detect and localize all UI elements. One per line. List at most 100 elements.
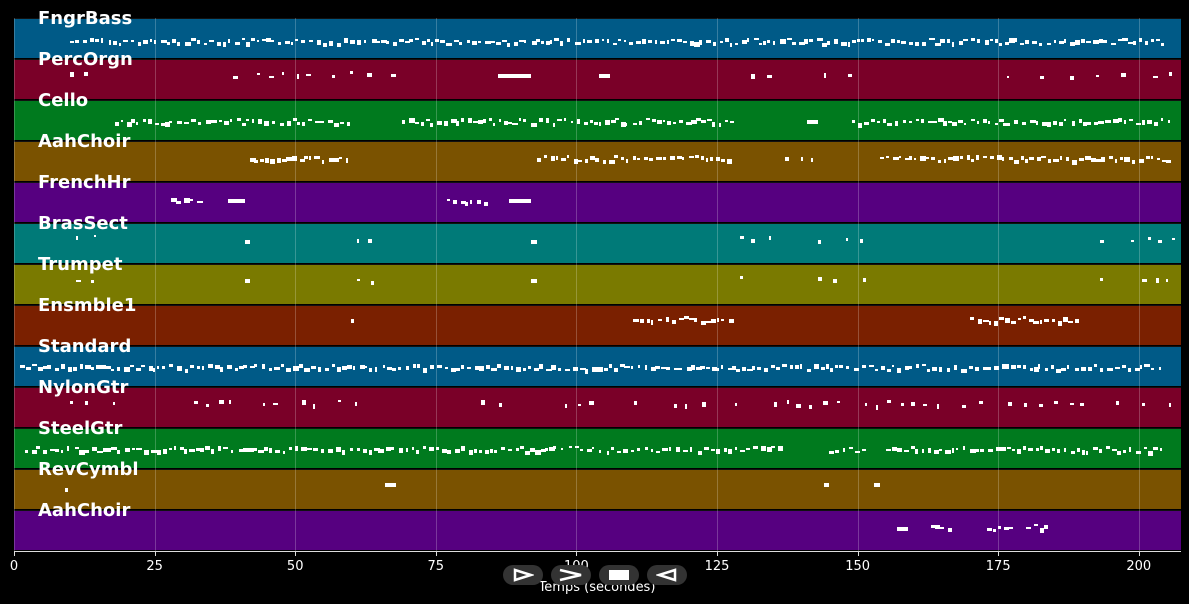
fast-forward-button[interactable] — [551, 565, 591, 585]
note — [1100, 240, 1104, 244]
note — [1101, 156, 1105, 162]
note — [834, 39, 839, 44]
note — [549, 447, 555, 452]
note — [493, 122, 496, 127]
note — [471, 40, 478, 46]
note — [962, 404, 966, 409]
note — [1029, 156, 1035, 160]
gridline — [154, 18, 156, 551]
note — [609, 159, 615, 164]
note — [1117, 118, 1123, 122]
note — [654, 40, 658, 44]
note — [264, 121, 270, 126]
note — [279, 122, 284, 126]
note — [875, 404, 879, 410]
stop-icon — [609, 570, 629, 580]
note — [711, 122, 716, 127]
note — [1153, 75, 1159, 79]
note — [1057, 321, 1063, 326]
note — [308, 156, 312, 161]
note — [786, 37, 792, 41]
note — [710, 448, 716, 452]
note — [621, 156, 624, 161]
note — [758, 42, 762, 45]
note — [1118, 38, 1125, 42]
note — [826, 41, 831, 46]
note — [813, 364, 819, 369]
note — [168, 364, 174, 368]
note — [766, 447, 773, 452]
stop-button[interactable] — [599, 565, 639, 585]
note — [834, 365, 839, 369]
note — [686, 366, 693, 372]
note — [977, 39, 980, 43]
note — [1028, 319, 1035, 322]
note — [984, 40, 989, 45]
note — [346, 121, 351, 126]
note — [540, 448, 547, 453]
note — [947, 121, 953, 124]
note — [501, 447, 505, 450]
note — [382, 365, 386, 368]
note — [1100, 368, 1104, 372]
note — [865, 402, 868, 407]
note — [439, 40, 445, 44]
note — [314, 155, 321, 160]
note — [277, 41, 282, 45]
note — [697, 450, 703, 456]
note — [371, 280, 375, 285]
play-button[interactable] — [503, 565, 543, 585]
note — [1090, 157, 1097, 162]
note — [611, 447, 615, 450]
note — [207, 364, 214, 368]
note — [955, 447, 959, 451]
note — [1070, 402, 1074, 406]
note — [1123, 450, 1127, 453]
note — [559, 41, 564, 47]
note — [1071, 121, 1076, 126]
note — [923, 404, 928, 407]
note — [803, 39, 809, 44]
note — [336, 366, 342, 372]
note — [606, 39, 610, 43]
note — [925, 157, 929, 160]
note — [1026, 527, 1032, 530]
note — [780, 39, 786, 45]
note — [629, 41, 633, 46]
note — [910, 402, 915, 407]
note — [359, 364, 365, 369]
note — [809, 39, 813, 43]
note — [998, 42, 1002, 46]
note — [681, 157, 685, 160]
note — [496, 41, 502, 46]
note — [598, 73, 611, 78]
note — [610, 120, 616, 124]
note — [623, 39, 627, 42]
note — [534, 367, 539, 372]
note — [994, 39, 999, 44]
note — [1080, 402, 1085, 406]
note — [983, 320, 989, 323]
note — [70, 40, 75, 44]
note — [523, 118, 526, 122]
note — [349, 71, 354, 74]
note — [168, 447, 172, 451]
note — [1105, 120, 1112, 123]
note — [157, 366, 160, 369]
note — [1001, 156, 1004, 162]
note — [676, 447, 681, 452]
note — [958, 120, 964, 124]
note — [89, 38, 95, 42]
note — [992, 529, 996, 532]
play-outline-icon — [513, 568, 534, 582]
note — [378, 448, 385, 454]
note — [584, 121, 588, 125]
note — [171, 198, 177, 203]
note — [932, 120, 937, 123]
note — [508, 448, 513, 452]
note — [409, 39, 414, 43]
rewind-button[interactable] — [647, 565, 687, 585]
x-tick-label: 25 — [146, 559, 163, 574]
note — [263, 447, 268, 451]
x-tick — [857, 551, 859, 556]
